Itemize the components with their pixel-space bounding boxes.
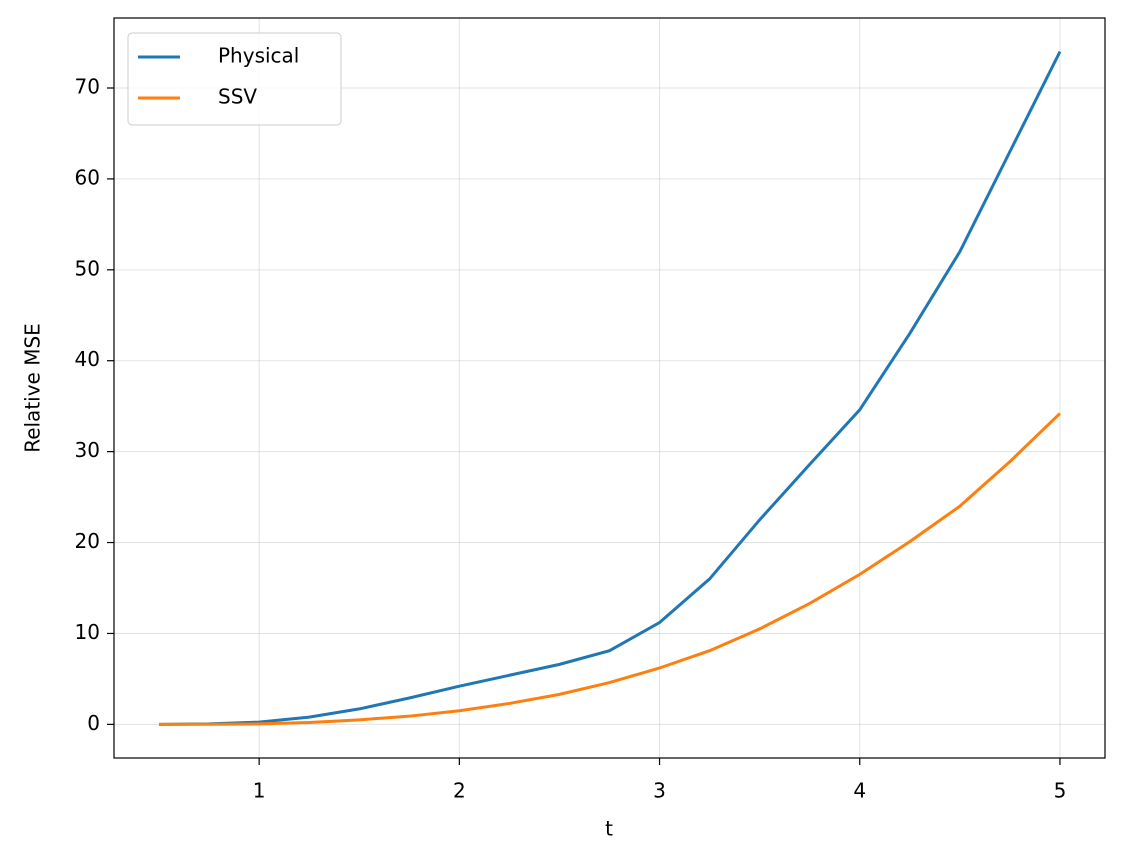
- y-tick-label: 10: [75, 620, 100, 644]
- legend-label: Physical: [218, 44, 299, 68]
- y-tick-label: 60: [75, 165, 100, 189]
- y-tick-label: 40: [75, 347, 100, 371]
- x-axis-label: t: [605, 817, 613, 841]
- y-tick-label: 30: [75, 438, 100, 462]
- legend-label: SSV: [218, 85, 257, 109]
- y-tick-label: 70: [75, 75, 100, 99]
- x-tick-label: 4: [853, 779, 866, 803]
- y-tick-label: 50: [75, 256, 100, 280]
- y-tick-label: 0: [87, 711, 100, 735]
- y-tick-label: 20: [75, 529, 100, 553]
- x-tick-label: 3: [653, 779, 666, 803]
- line: [159, 412, 1061, 726]
- line: [159, 50, 1062, 726]
- y-axis-label: Relative MSE: [21, 323, 45, 453]
- legend-box: [127, 32, 342, 126]
- plot-frame: [113, 17, 1106, 759]
- x-tick-label: 2: [453, 779, 466, 803]
- x-tick-label: 5: [1054, 779, 1067, 803]
- x-tick-label: 1: [253, 779, 266, 803]
